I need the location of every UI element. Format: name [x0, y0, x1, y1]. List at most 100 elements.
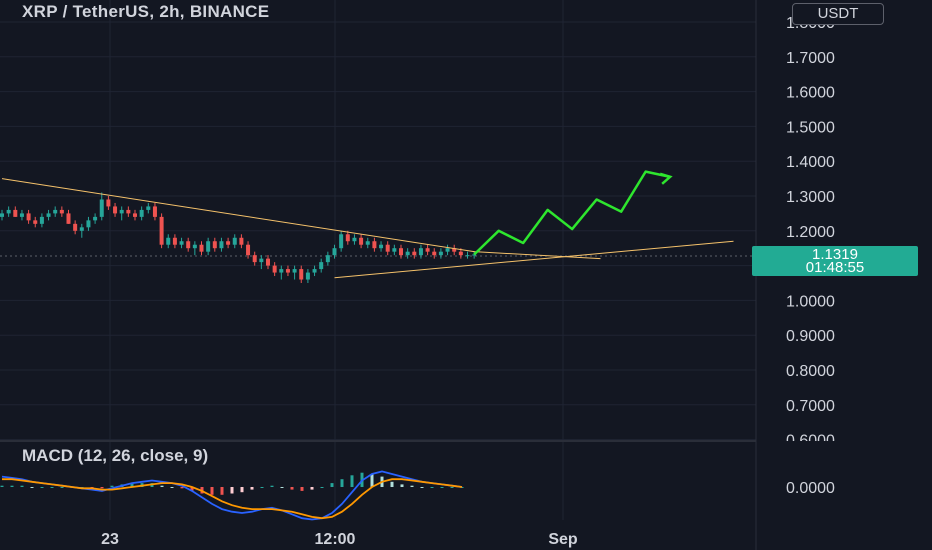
candle-body	[212, 241, 217, 249]
candle-body	[292, 269, 297, 273]
macd-axis-label: 0.0000	[786, 480, 835, 497]
macd-histogram-bar	[40, 487, 44, 488]
price-tick-label: 0.7000	[786, 398, 835, 415]
candle-body	[319, 262, 324, 270]
candle-body	[438, 251, 443, 256]
price-tick-label: 0.8000	[786, 363, 835, 380]
trendlines	[1, 178, 734, 279]
macd-histogram-bar	[230, 487, 234, 494]
candle-body	[19, 213, 24, 217]
candle-body	[6, 209, 11, 214]
macd-pane: 0.0000	[0, 470, 835, 521]
macd-histogram-bar	[240, 487, 244, 493]
macd-histogram-bar	[300, 487, 304, 491]
macd-histogram-bar	[50, 487, 54, 488]
price-tick-label: 1.0000	[786, 293, 835, 310]
projection-arrowhead	[659, 172, 673, 185]
candle-body	[332, 248, 337, 256]
candle-body	[93, 216, 98, 221]
candle-body	[339, 234, 344, 249]
candle-body	[345, 234, 350, 242]
macd-histogram-bar	[180, 487, 184, 489]
macd-histogram-bar	[60, 487, 64, 488]
price-tick-label: 0.9000	[786, 328, 835, 345]
time-axis: 23 12:00 Sep	[101, 531, 578, 548]
macd-histogram-bar	[310, 487, 314, 490]
macd-histogram-bar	[220, 487, 224, 495]
candle-body	[352, 237, 357, 242]
candle-body	[252, 255, 257, 263]
currency-badge[interactable]: USDT	[792, 3, 884, 25]
projection-arrow	[473, 170, 673, 256]
candle-body	[186, 241, 191, 249]
candle-body	[305, 272, 310, 280]
candle-body	[46, 213, 51, 217]
macd-histogram-bar	[250, 487, 254, 490]
macd-histogram-bar	[190, 487, 194, 491]
price-candles	[0, 192, 477, 283]
macd-histogram-bar	[170, 487, 174, 488]
macd-histogram-bar	[330, 483, 334, 487]
price-tick-label: 1.2000	[786, 224, 835, 241]
candle-body	[192, 244, 197, 249]
candle-body	[399, 248, 403, 256]
price-tick-label: 1.3000	[786, 189, 835, 206]
candle-body	[146, 206, 151, 210]
candle-body	[452, 248, 457, 252]
candle-body	[53, 209, 58, 214]
candle-body	[432, 251, 437, 256]
candle-body	[232, 237, 237, 245]
axis-mask	[757, 441, 932, 449]
candle-body	[418, 248, 423, 256]
price-tick-label: 1.4000	[786, 154, 835, 171]
candle-body	[472, 254, 477, 256]
price-tick-label: 1.7000	[786, 50, 835, 67]
candle-body	[246, 244, 251, 256]
candle-body	[226, 241, 231, 245]
candle-body	[199, 244, 204, 252]
candle-body	[133, 213, 137, 217]
macd-histogram-bar	[460, 487, 464, 488]
macd-histogram-bar	[400, 484, 404, 487]
chart-grid	[0, 0, 757, 550]
candle-body	[219, 241, 224, 249]
candle-body	[86, 220, 91, 228]
candle-body	[66, 213, 71, 224]
candle-body	[412, 251, 417, 256]
macd-histogram-bar	[260, 487, 264, 488]
candle-body	[239, 237, 244, 245]
macd-histogram-bar	[430, 487, 434, 488]
projection-path	[473, 170, 671, 256]
candle-body	[465, 255, 470, 257]
macd-histogram-bar	[350, 475, 354, 487]
candle-body	[259, 258, 264, 263]
macd-histogram-bar	[420, 487, 424, 488]
candle-body	[73, 223, 78, 231]
symbol-title[interactable]: XRP / TetherUS, 2h, BINANCE	[22, 2, 270, 21]
candle-body	[13, 209, 18, 217]
candle-body	[365, 241, 370, 245]
candle-body	[279, 269, 284, 273]
candle-body	[152, 206, 157, 217]
candle-body	[139, 209, 144, 217]
last-price-value: 1.1319	[812, 246, 858, 263]
macd-histogram-bar	[20, 485, 24, 487]
candle-body	[126, 209, 131, 214]
price-tick-label: 1.6000	[786, 85, 835, 102]
candle-body	[39, 216, 44, 224]
macd-histogram-bar	[110, 485, 114, 487]
candle-body	[33, 220, 38, 224]
macd-histogram-bar	[30, 487, 34, 488]
candle-body	[379, 244, 384, 249]
candle-body	[385, 244, 390, 252]
macd-histogram-bar	[160, 485, 164, 487]
upper-trendline	[1, 178, 601, 260]
candle-body	[172, 237, 177, 245]
candle-body	[405, 251, 410, 256]
macd-histogram-bar	[210, 487, 214, 495]
candle-body	[99, 199, 104, 217]
macd-histogram-bar	[370, 474, 374, 487]
macd-indicator-label[interactable]: MACD (12, 26, close, 9)	[22, 446, 209, 465]
candle-body	[272, 265, 277, 273]
candle-body	[458, 251, 463, 256]
